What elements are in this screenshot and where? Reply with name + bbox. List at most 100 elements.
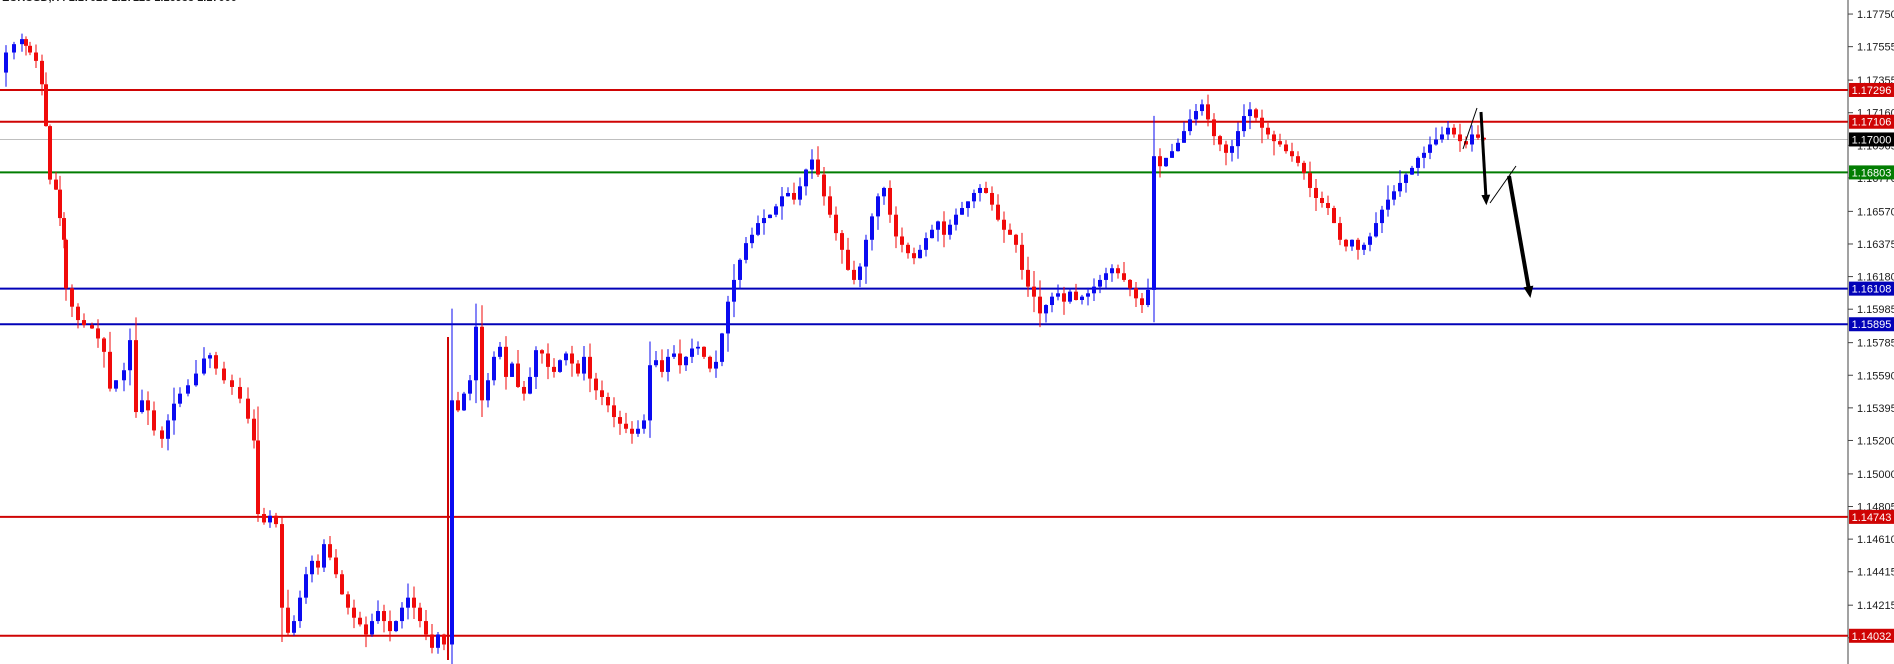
candle-body: [642, 420, 646, 429]
candle-body: [90, 325, 94, 329]
candle-body: [924, 238, 928, 250]
current-price-badge-text: 1.17000: [1852, 134, 1892, 146]
candle-body: [436, 634, 440, 648]
candle-body: [672, 353, 676, 357]
candle-body: [1422, 152, 1426, 158]
candle-body: [1452, 127, 1456, 135]
candle-body: [310, 560, 314, 575]
candle-body: [1254, 109, 1258, 118]
candle-body: [1068, 291, 1072, 302]
candle-body: [1440, 134, 1444, 140]
candle-body: [756, 223, 760, 235]
candle-body: [462, 393, 466, 411]
candle-body: [774, 206, 778, 215]
candle-body: [406, 597, 410, 608]
candle-body: [714, 361, 718, 369]
candle-body: [1302, 162, 1306, 173]
candle-body: [1398, 182, 1402, 192]
candle-body: [708, 356, 712, 369]
candle-body: [1272, 134, 1276, 142]
candle-body: [780, 196, 784, 207]
candle-body: [732, 279, 736, 302]
candle-body: [1392, 191, 1396, 200]
candle-body: [558, 360, 562, 372]
projection-arrow-shaft: [1507, 175, 1531, 291]
candle-body: [456, 400, 460, 411]
candle-body: [214, 355, 218, 369]
candle-body: [1170, 151, 1174, 158]
candle-body: [172, 403, 176, 421]
candle-body: [1110, 268, 1114, 274]
candle-body: [1056, 293, 1060, 297]
candle-body: [1248, 109, 1252, 117]
candle-body: [146, 400, 150, 411]
candle-body: [648, 365, 652, 421]
axis-tick-label: 1.17555: [1857, 42, 1894, 54]
candle-body: [1122, 273, 1126, 280]
candle-body: [1140, 298, 1144, 306]
axis-tick-label: 1.15785: [1857, 338, 1894, 350]
candle-body: [996, 204, 1000, 220]
candle-body: [292, 621, 296, 633]
candle-body: [900, 236, 904, 245]
candles-group: [4, 33, 1486, 664]
candle-body: [1368, 236, 1372, 245]
candle-body: [1104, 273, 1108, 280]
candle-body: [328, 544, 332, 558]
candle-body: [262, 514, 266, 523]
candle-body: [370, 621, 374, 635]
candle-body: [588, 356, 592, 379]
candle-body: [936, 221, 940, 230]
candle-body: [762, 218, 766, 224]
candle-body: [96, 328, 100, 339]
candle-body: [194, 373, 198, 386]
candle-body: [160, 430, 164, 439]
candle-body: [298, 597, 302, 622]
candle-body: [1428, 144, 1432, 153]
candle-body: [54, 179, 58, 190]
axis-tick-label: 1.17750: [1857, 9, 1894, 21]
candle-body: [852, 269, 856, 280]
candle-body: [516, 363, 520, 387]
candle-body: [352, 607, 356, 618]
candle-body: [58, 189, 62, 219]
candle-body: [816, 159, 820, 175]
candle-body: [906, 244, 910, 254]
candle-body: [1434, 139, 1438, 145]
candle-body: [882, 187, 886, 197]
candle-body: [480, 326, 484, 401]
candle-body: [1284, 144, 1288, 152]
candle-body: [1212, 119, 1216, 137]
axis-tick-label: 1.14610: [1857, 534, 1894, 546]
candle-body: [1458, 134, 1462, 142]
price-badge-1.16803-text: 1.16803: [1852, 167, 1892, 179]
candle-body: [1206, 104, 1210, 120]
candle-body: [424, 621, 428, 635]
projection-connector-line: [1462, 107, 1478, 150]
price-badge-1.17296-box: [1849, 82, 1894, 97]
candle-body: [918, 249, 922, 259]
candle-body: [1128, 279, 1132, 289]
candle-body: [64, 239, 68, 289]
candle-body: [48, 126, 52, 180]
candle-body: [552, 366, 556, 372]
candle-body: [1260, 117, 1264, 128]
projection-arrow-shaft: [1479, 111, 1488, 199]
candle-body: [1152, 156, 1156, 290]
candle-body: [846, 249, 850, 270]
candle-body: [534, 350, 538, 377]
price-badge-1.14032-text: 1.14032: [1852, 631, 1892, 643]
candle-body: [1380, 209, 1384, 224]
candle-body: [1320, 197, 1324, 204]
candle-body: [256, 440, 260, 515]
candle-body: [1098, 279, 1102, 287]
candle-body: [376, 611, 380, 622]
candle-body: [82, 320, 86, 326]
candle-body: [230, 380, 234, 387]
candle-body: [4, 52, 8, 73]
candle-body: [1044, 305, 1048, 314]
candle-body: [666, 356, 670, 372]
candle-body: [684, 356, 688, 366]
